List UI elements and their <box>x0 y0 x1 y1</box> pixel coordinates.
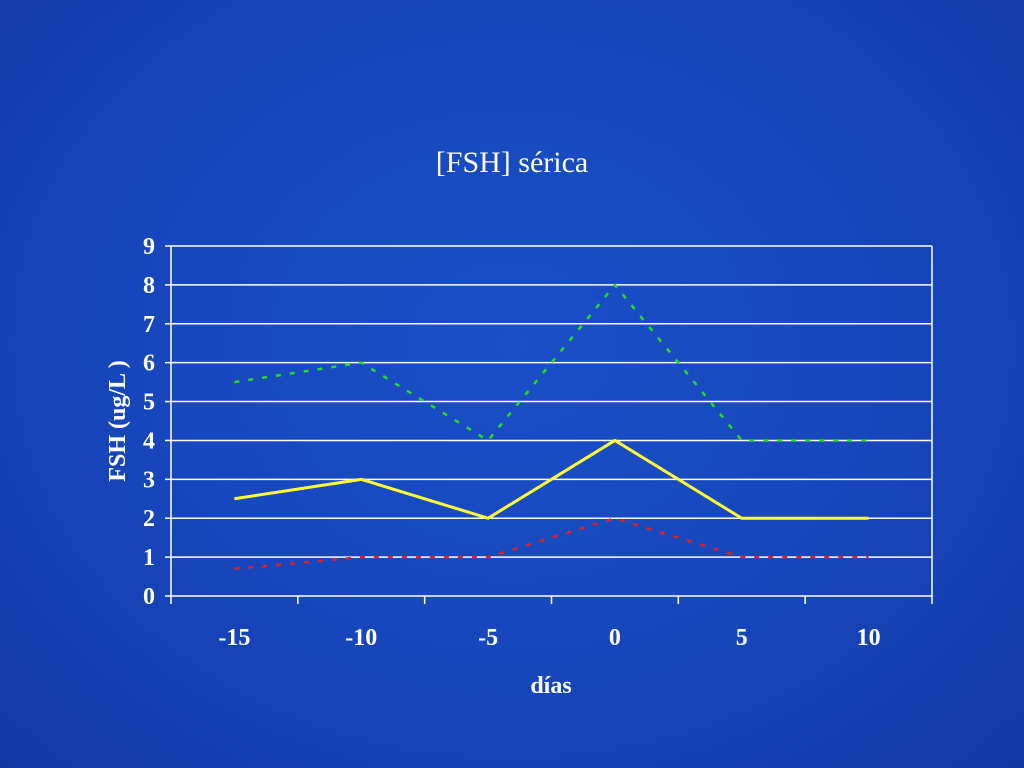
y-tick-label: 8 <box>143 273 155 299</box>
axes <box>165 245 933 604</box>
x-tick-label: 0 <box>609 625 621 651</box>
y-tick-label: 9 <box>143 234 155 260</box>
y-tick-label: 4 <box>143 428 155 454</box>
y-tick-label: 7 <box>143 312 155 338</box>
x-tick-label: 5 <box>736 625 748 651</box>
y-tick-label: 6 <box>143 351 155 377</box>
y-tick-label: 5 <box>143 390 155 416</box>
y-axis-title: FSH (ug/L ) <box>105 360 131 481</box>
series-line-1 <box>234 438 869 520</box>
chart-title: [FSH] sérica <box>435 146 589 179</box>
x-axis-title: días <box>530 673 571 699</box>
y-tick-label: 0 <box>143 584 155 610</box>
x-tick-label: 10 <box>857 625 881 651</box>
tick-labels: 0 1 2 3 4 5 6 7 8 9 -15 -10 -5 0 5 10 <box>143 234 881 651</box>
series-layer <box>234 283 869 571</box>
x-tick-label: -5 <box>478 625 498 651</box>
gridlines <box>171 245 932 558</box>
x-tick-label: -15 <box>218 625 250 651</box>
series-line-2 <box>234 516 869 571</box>
y-tick-label: 1 <box>143 545 155 571</box>
x-tick-label: -10 <box>345 625 377 651</box>
y-tick-label: 3 <box>143 467 155 493</box>
y-tick-label: 2 <box>143 506 155 532</box>
